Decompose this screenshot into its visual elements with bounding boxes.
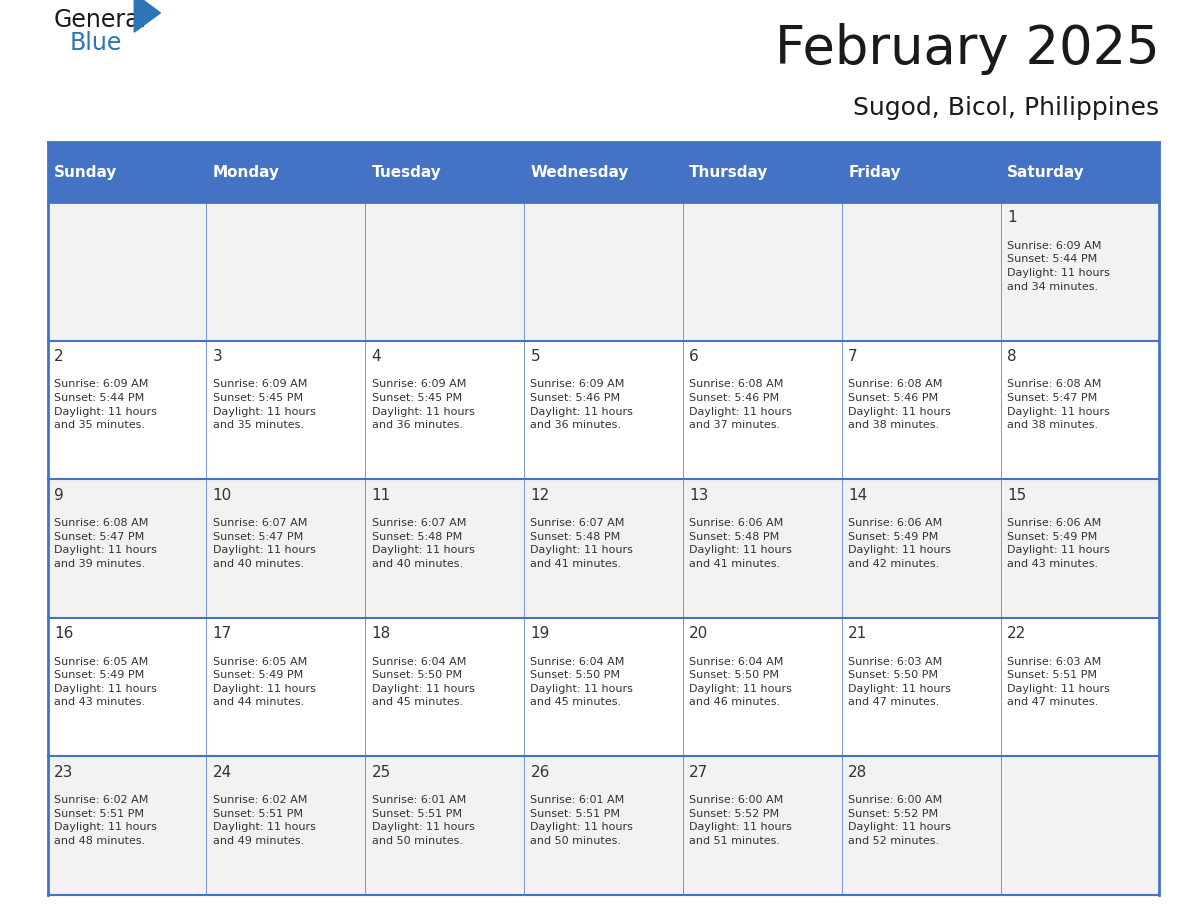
- Text: Sunrise: 6:00 AM
Sunset: 5:52 PM
Daylight: 11 hours
and 51 minutes.: Sunrise: 6:00 AM Sunset: 5:52 PM Dayligh…: [689, 795, 792, 846]
- Text: Sunrise: 6:02 AM
Sunset: 5:51 PM
Daylight: 11 hours
and 49 minutes.: Sunrise: 6:02 AM Sunset: 5:51 PM Dayligh…: [213, 795, 316, 846]
- Text: Sunrise: 6:03 AM
Sunset: 5:51 PM
Daylight: 11 hours
and 47 minutes.: Sunrise: 6:03 AM Sunset: 5:51 PM Dayligh…: [1007, 656, 1110, 708]
- Text: Sunrise: 6:09 AM
Sunset: 5:45 PM
Daylight: 11 hours
and 36 minutes.: Sunrise: 6:09 AM Sunset: 5:45 PM Dayligh…: [372, 379, 474, 431]
- Text: 6: 6: [689, 349, 699, 364]
- Text: 23: 23: [53, 765, 74, 779]
- Text: Sunrise: 6:09 AM
Sunset: 5:44 PM
Daylight: 11 hours
and 34 minutes.: Sunrise: 6:09 AM Sunset: 5:44 PM Dayligh…: [1007, 241, 1110, 292]
- Text: 22: 22: [1007, 626, 1026, 641]
- Text: Sunrise: 6:07 AM
Sunset: 5:47 PM
Daylight: 11 hours
and 40 minutes.: Sunrise: 6:07 AM Sunset: 5:47 PM Dayligh…: [213, 518, 316, 569]
- Text: Sunrise: 6:08 AM
Sunset: 5:46 PM
Daylight: 11 hours
and 37 minutes.: Sunrise: 6:08 AM Sunset: 5:46 PM Dayligh…: [689, 379, 792, 431]
- Text: 25: 25: [372, 765, 391, 779]
- Text: Sunday: Sunday: [53, 164, 118, 180]
- Text: Sunrise: 6:01 AM
Sunset: 5:51 PM
Daylight: 11 hours
and 50 minutes.: Sunrise: 6:01 AM Sunset: 5:51 PM Dayligh…: [372, 795, 474, 846]
- Bar: [48, 756, 1159, 895]
- Text: Sunrise: 6:05 AM
Sunset: 5:49 PM
Daylight: 11 hours
and 43 minutes.: Sunrise: 6:05 AM Sunset: 5:49 PM Dayligh…: [53, 656, 157, 708]
- Bar: [683, 142, 842, 202]
- Bar: [842, 142, 1000, 202]
- Text: Sunrise: 6:02 AM
Sunset: 5:51 PM
Daylight: 11 hours
and 48 minutes.: Sunrise: 6:02 AM Sunset: 5:51 PM Dayligh…: [53, 795, 157, 846]
- Text: 28: 28: [848, 765, 867, 779]
- Text: Sunrise: 6:04 AM
Sunset: 5:50 PM
Daylight: 11 hours
and 45 minutes.: Sunrise: 6:04 AM Sunset: 5:50 PM Dayligh…: [530, 656, 633, 708]
- Bar: [48, 618, 1159, 756]
- Text: Sunrise: 6:09 AM
Sunset: 5:46 PM
Daylight: 11 hours
and 36 minutes.: Sunrise: 6:09 AM Sunset: 5:46 PM Dayligh…: [530, 379, 633, 431]
- Text: Sunrise: 6:08 AM
Sunset: 5:47 PM
Daylight: 11 hours
and 39 minutes.: Sunrise: 6:08 AM Sunset: 5:47 PM Dayligh…: [53, 518, 157, 569]
- Text: 11: 11: [372, 487, 391, 502]
- Text: Sunrise: 6:06 AM
Sunset: 5:49 PM
Daylight: 11 hours
and 43 minutes.: Sunrise: 6:06 AM Sunset: 5:49 PM Dayligh…: [1007, 518, 1110, 569]
- Text: General: General: [53, 8, 146, 32]
- Text: 16: 16: [53, 626, 74, 641]
- Text: Saturday: Saturday: [1007, 164, 1085, 180]
- Text: 10: 10: [213, 487, 232, 502]
- Text: Blue: Blue: [70, 31, 122, 55]
- Bar: [48, 341, 1159, 479]
- Text: Monday: Monday: [213, 164, 279, 180]
- Text: February 2025: February 2025: [775, 23, 1159, 75]
- Text: 21: 21: [848, 626, 867, 641]
- Text: Sunrise: 6:04 AM
Sunset: 5:50 PM
Daylight: 11 hours
and 46 minutes.: Sunrise: 6:04 AM Sunset: 5:50 PM Dayligh…: [689, 656, 792, 708]
- Bar: [365, 142, 524, 202]
- Text: 14: 14: [848, 487, 867, 502]
- Text: 9: 9: [53, 487, 64, 502]
- Bar: [48, 479, 1159, 618]
- Text: Sunrise: 6:09 AM
Sunset: 5:44 PM
Daylight: 11 hours
and 35 minutes.: Sunrise: 6:09 AM Sunset: 5:44 PM Dayligh…: [53, 379, 157, 431]
- Text: 19: 19: [530, 626, 550, 641]
- Text: Sunrise: 6:03 AM
Sunset: 5:50 PM
Daylight: 11 hours
and 47 minutes.: Sunrise: 6:03 AM Sunset: 5:50 PM Dayligh…: [848, 656, 952, 708]
- Text: Sunrise: 6:08 AM
Sunset: 5:46 PM
Daylight: 11 hours
and 38 minutes.: Sunrise: 6:08 AM Sunset: 5:46 PM Dayligh…: [848, 379, 952, 431]
- Text: 15: 15: [1007, 487, 1026, 502]
- Text: Sunrise: 6:07 AM
Sunset: 5:48 PM
Daylight: 11 hours
and 40 minutes.: Sunrise: 6:07 AM Sunset: 5:48 PM Dayligh…: [372, 518, 474, 569]
- Bar: [48, 142, 207, 202]
- Text: 8: 8: [1007, 349, 1017, 364]
- Text: Sunrise: 6:06 AM
Sunset: 5:48 PM
Daylight: 11 hours
and 41 minutes.: Sunrise: 6:06 AM Sunset: 5:48 PM Dayligh…: [689, 518, 792, 569]
- Text: 26: 26: [530, 765, 550, 779]
- Text: Sunrise: 6:04 AM
Sunset: 5:50 PM
Daylight: 11 hours
and 45 minutes.: Sunrise: 6:04 AM Sunset: 5:50 PM Dayligh…: [372, 656, 474, 708]
- Text: 13: 13: [689, 487, 709, 502]
- Text: 2: 2: [53, 349, 63, 364]
- Text: 12: 12: [530, 487, 550, 502]
- Text: 27: 27: [689, 765, 708, 779]
- Text: 24: 24: [213, 765, 232, 779]
- Text: 4: 4: [372, 349, 381, 364]
- Text: Sunrise: 6:06 AM
Sunset: 5:49 PM
Daylight: 11 hours
and 42 minutes.: Sunrise: 6:06 AM Sunset: 5:49 PM Dayligh…: [848, 518, 952, 569]
- Text: Sunrise: 6:08 AM
Sunset: 5:47 PM
Daylight: 11 hours
and 38 minutes.: Sunrise: 6:08 AM Sunset: 5:47 PM Dayligh…: [1007, 379, 1110, 431]
- Text: Wednesday: Wednesday: [530, 164, 628, 180]
- Text: 20: 20: [689, 626, 708, 641]
- Text: Sunrise: 6:00 AM
Sunset: 5:52 PM
Daylight: 11 hours
and 52 minutes.: Sunrise: 6:00 AM Sunset: 5:52 PM Dayligh…: [848, 795, 952, 846]
- Text: 7: 7: [848, 349, 858, 364]
- Text: Thursday: Thursday: [689, 164, 769, 180]
- Bar: [1000, 142, 1159, 202]
- Text: Sunrise: 6:01 AM
Sunset: 5:51 PM
Daylight: 11 hours
and 50 minutes.: Sunrise: 6:01 AM Sunset: 5:51 PM Dayligh…: [530, 795, 633, 846]
- Text: Sugod, Bicol, Philippines: Sugod, Bicol, Philippines: [853, 96, 1159, 120]
- Text: 3: 3: [213, 349, 222, 364]
- Text: Sunrise: 6:09 AM
Sunset: 5:45 PM
Daylight: 11 hours
and 35 minutes.: Sunrise: 6:09 AM Sunset: 5:45 PM Dayligh…: [213, 379, 316, 431]
- Bar: [48, 202, 1159, 341]
- Text: 17: 17: [213, 626, 232, 641]
- Text: 18: 18: [372, 626, 391, 641]
- Text: Friday: Friday: [848, 164, 901, 180]
- Text: 5: 5: [530, 349, 541, 364]
- Bar: [207, 142, 365, 202]
- Text: Sunrise: 6:07 AM
Sunset: 5:48 PM
Daylight: 11 hours
and 41 minutes.: Sunrise: 6:07 AM Sunset: 5:48 PM Dayligh…: [530, 518, 633, 569]
- Bar: [524, 142, 683, 202]
- Text: Tuesday: Tuesday: [372, 164, 441, 180]
- Polygon shape: [134, 0, 160, 32]
- Text: Sunrise: 6:05 AM
Sunset: 5:49 PM
Daylight: 11 hours
and 44 minutes.: Sunrise: 6:05 AM Sunset: 5:49 PM Dayligh…: [213, 656, 316, 708]
- Text: 1: 1: [1007, 210, 1017, 225]
